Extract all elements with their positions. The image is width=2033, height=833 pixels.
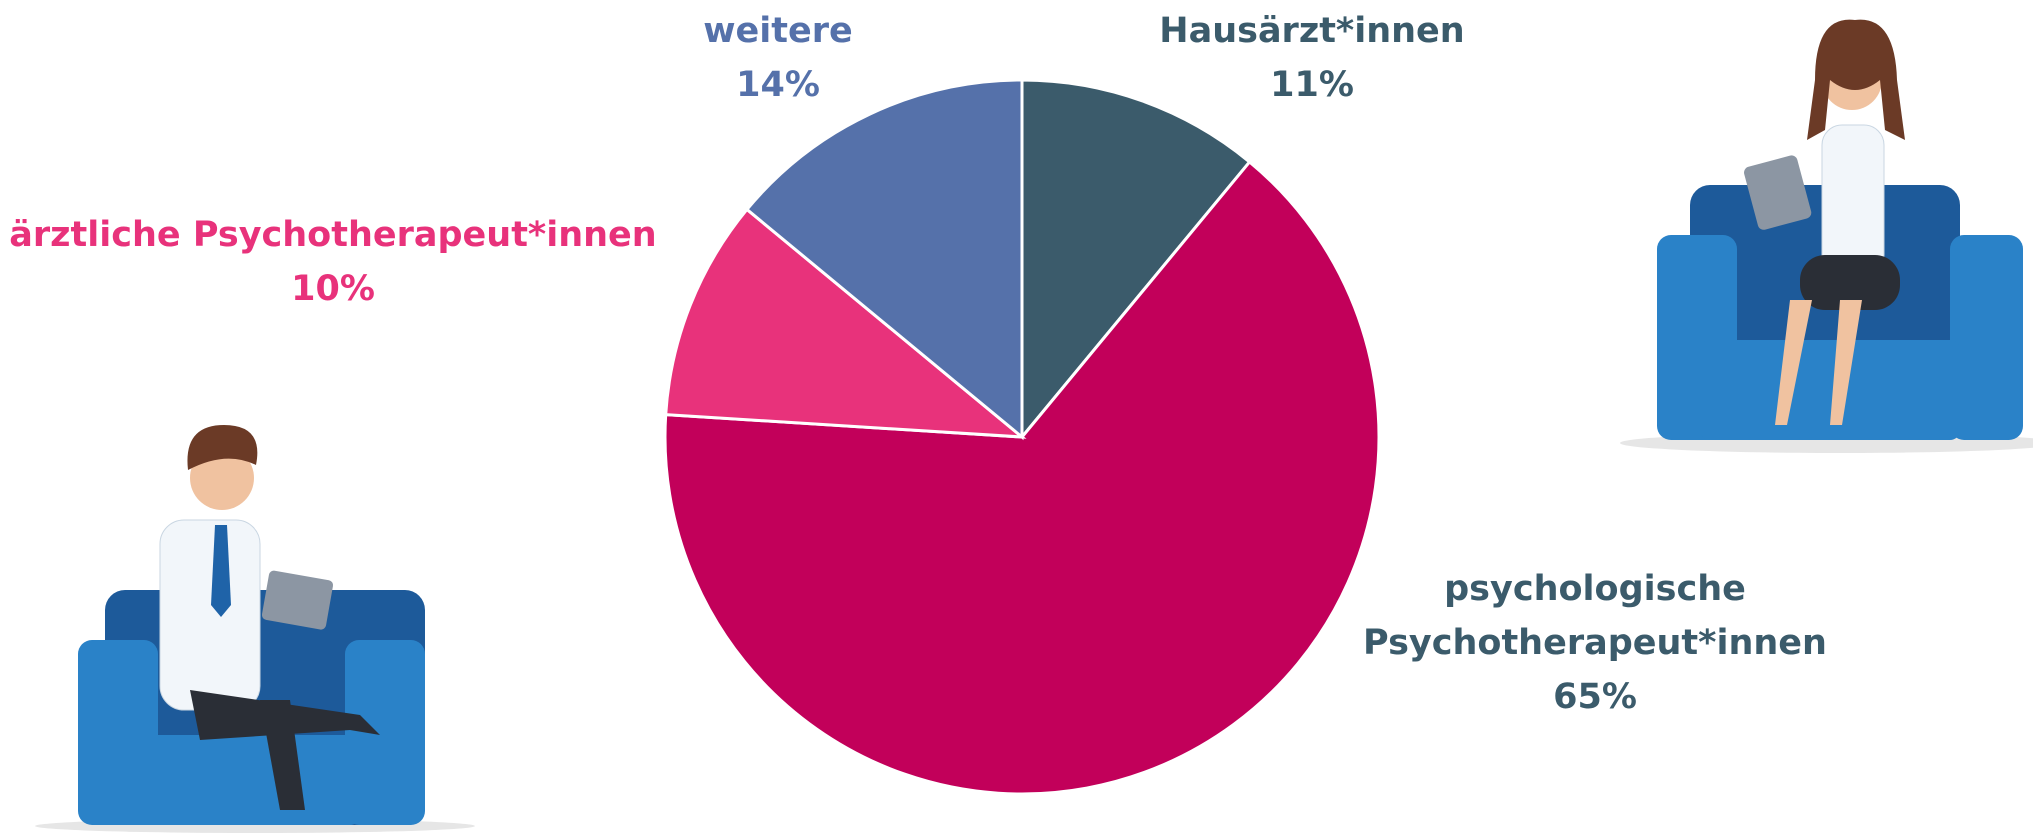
slice-label: weitere 14% [628, 4, 928, 112]
slice-label: ärztliche Psychotherapeut*innen 10% [0, 208, 683, 316]
value-label: 11% [1270, 65, 1354, 105]
pie-slice [1020, 78, 1252, 442]
category-label: psychologische Psychotherapeut*innen [1363, 569, 1827, 663]
illustration-left [35, 425, 475, 833]
pie-slice [663, 159, 1381, 796]
slice-label: Hausärzt*innen 11% [1112, 4, 1512, 112]
value-label: 65% [1553, 677, 1637, 717]
category-label: weitere [703, 11, 853, 51]
category-label: ärztliche Psychotherapeut*innen [9, 215, 657, 255]
slice-label: psychologische Psychotherapeut*innen 65% [1335, 562, 1855, 724]
pie-slice [744, 78, 1024, 441]
value-label: 14% [736, 65, 820, 105]
illustration-right [1620, 19, 2033, 453]
value-label: 10% [291, 269, 375, 309]
pie-slice [664, 207, 1027, 439]
category-label: Hausärzt*innen [1159, 11, 1465, 51]
